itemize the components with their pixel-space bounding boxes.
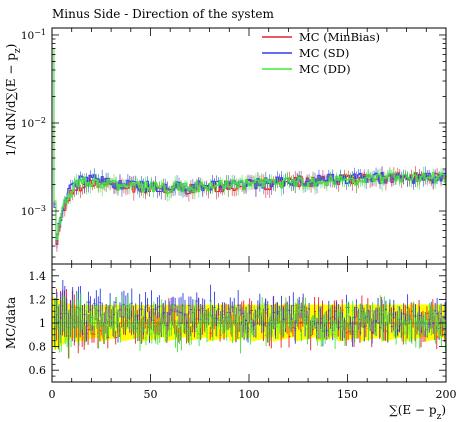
ratio-y-ticks: 0.6 0.8 1 1.2 1.4 (29, 263, 446, 383)
x-ticks: 0 50 100 150 200 (49, 28, 457, 401)
ratio-panel: 0.6 0.8 1 1.2 1.4 0 50 100 150 200 MC/data ∑(E −… (4, 28, 457, 422)
ratio-y-tick-label: 1.4 (29, 270, 47, 283)
x-tick-label: 150 (337, 388, 358, 401)
main-y-tick-label: 10−2 (21, 115, 46, 130)
ratio-y-tick-label: 1.2 (29, 293, 47, 306)
main-plot-frame (51, 27, 447, 265)
ratio-y-tick-label: 0.6 (29, 364, 47, 377)
chart-title: Minus Side - Direction of the system (52, 7, 274, 21)
main-y-ticks: 10−3 10−2 10−1 (21, 27, 446, 258)
x-tick-label: 0 (49, 388, 56, 401)
x-tick-label: 100 (239, 388, 260, 401)
main-y-tick-label: 10−3 (21, 204, 46, 219)
main-data-layer (52, 48, 446, 252)
ratio-y-tick-label: 1 (39, 317, 46, 330)
main-y-axis-label: 1/N dN/d∑(E − pz) (4, 44, 23, 157)
ratio-y-tick-label: 0.8 (29, 341, 47, 354)
x-tick-label: 200 (436, 388, 457, 401)
ratio-data-layer (52, 279, 446, 359)
legend-entry: MC (SD) (299, 46, 349, 60)
main-series-line-2 (52, 48, 446, 240)
main-y-tick-label: 10−1 (21, 27, 46, 42)
main-series-line-0 (52, 54, 446, 245)
main-series-line-1 (52, 60, 446, 241)
legend-entry: MC (MinBias) (299, 30, 380, 44)
legend-entry: MC (DD) (299, 62, 351, 76)
main-panel: 10−310−210−1 MC (MinBias)MC (SD)MC (DD) … (4, 27, 447, 265)
ratio-y-axis-label: MC/data (4, 297, 18, 349)
legend: MC (MinBias) MC (SD) MC (DD) (262, 30, 380, 76)
x-axis-label: ∑(E − pz) (389, 403, 446, 422)
x-tick-label: 50 (144, 388, 158, 401)
ratio-uncertainty-band (52, 297, 446, 350)
